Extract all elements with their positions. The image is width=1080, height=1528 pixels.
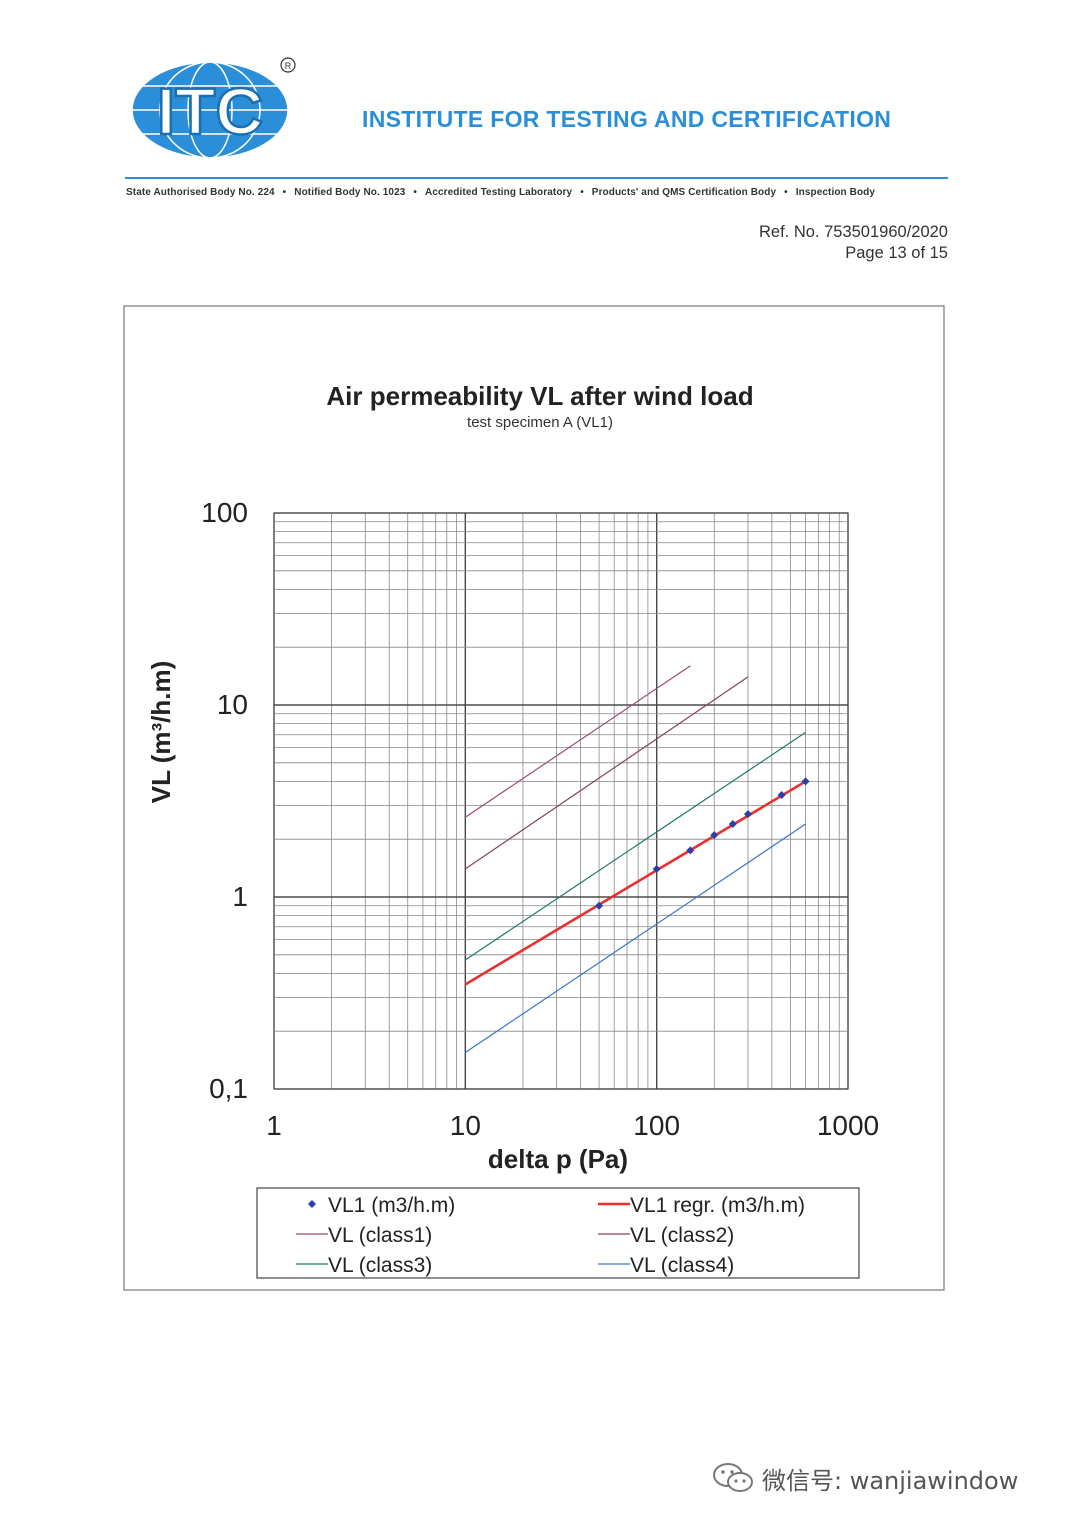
x-tick-label: 1000 bbox=[817, 1110, 879, 1141]
x-tick-label: 10 bbox=[450, 1110, 481, 1141]
institute-name: INSTITUTE FOR TESTING AND CERTIFICATION bbox=[362, 106, 892, 132]
data-point bbox=[777, 790, 786, 799]
accreditation-item: Products' and QMS Certification Body bbox=[591, 187, 777, 198]
data-point bbox=[652, 864, 661, 873]
wechat-id: 微信号: wanjiawindow bbox=[762, 1466, 1019, 1495]
chart-subtitle: test specimen A (VL1) bbox=[467, 414, 613, 431]
separator-dot: • bbox=[282, 187, 287, 198]
data-point bbox=[595, 901, 604, 910]
y-tick-label: 100 bbox=[201, 497, 248, 528]
accreditation-line: State Authorised Body No. 224 • Notified B… bbox=[126, 187, 875, 198]
series-line bbox=[464, 676, 749, 870]
accreditation-item: Accredited Testing Laboratory bbox=[425, 187, 573, 198]
reference-block: Ref. No. 753501960/2020 Page 13 of 15 bbox=[759, 222, 948, 264]
series-line bbox=[464, 823, 806, 1053]
legend-label: VL (class4) bbox=[630, 1254, 734, 1277]
accreditation-item: State Authorised Body No. 224 bbox=[126, 187, 275, 198]
legend-label: VL (class2) bbox=[630, 1224, 734, 1247]
data-point bbox=[801, 777, 810, 786]
itc-logo: ITC R bbox=[131, 57, 296, 159]
legend-box bbox=[256, 1187, 860, 1279]
chart-frame bbox=[123, 305, 945, 1291]
x-tick-label: 1 bbox=[266, 1110, 282, 1141]
chart-ticks: 1 10 100 1000 0,1 1 10 100 bbox=[201, 497, 879, 1141]
separator-dot: • bbox=[413, 187, 417, 198]
x-axis-label: delta p (Pa) bbox=[488, 1144, 628, 1174]
chart-title: Air permeability VL after wind load bbox=[326, 381, 753, 411]
header-divider bbox=[125, 177, 948, 179]
ref-number: Ref. No. 753501960/2020 bbox=[759, 223, 948, 241]
y-tick-label: 10 bbox=[217, 689, 248, 720]
data-point bbox=[743, 810, 752, 819]
data-point bbox=[710, 831, 719, 840]
legend-label: VL (class3) bbox=[328, 1254, 432, 1277]
series-line bbox=[464, 665, 691, 818]
page-number: Page 13 of 15 bbox=[845, 244, 948, 262]
chart-legend: VL1 (m3/h.m) VL1 regr. (m3/h.m) VL (class1… bbox=[256, 1187, 860, 1279]
series-line bbox=[464, 731, 806, 961]
separator-dot: • bbox=[784, 187, 788, 198]
data-point bbox=[728, 819, 737, 828]
legend-label: VL1 regr. (m3/h.m) bbox=[630, 1194, 805, 1217]
chart-series bbox=[464, 665, 810, 1053]
logo-text: ITC bbox=[157, 74, 263, 148]
svg-text:R: R bbox=[285, 61, 292, 71]
x-tick-label: 100 bbox=[633, 1110, 680, 1141]
wechat-watermark: 微信号: wanjiawindow bbox=[712, 1460, 1018, 1496]
legend-label: VL1 (m3/h.m) bbox=[328, 1194, 455, 1217]
y-tick-label: 1 bbox=[232, 881, 248, 912]
separator-dot: • bbox=[580, 187, 584, 198]
legend-label: VL (class1) bbox=[328, 1224, 432, 1247]
y-axis-label: VL (m³/h.m) bbox=[146, 661, 176, 804]
chart-grid bbox=[273, 512, 849, 1090]
accreditation-item: Inspection Body bbox=[795, 187, 876, 198]
wechat-icon bbox=[713, 1463, 753, 1492]
y-tick-label: 0,1 bbox=[209, 1073, 248, 1104]
air-permeability-chart: Air permeability VL after wind load test… bbox=[123, 305, 945, 1291]
legend-marker bbox=[308, 1200, 316, 1208]
accreditation-item: Notified Body No. 1023 bbox=[294, 187, 406, 198]
data-point bbox=[686, 846, 695, 855]
